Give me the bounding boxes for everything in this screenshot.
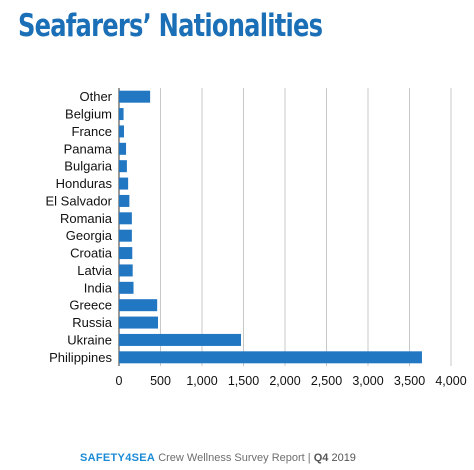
category-label: India [84,280,113,295]
x-tick-label: 0 [116,374,123,388]
report-period: Q4 [313,452,329,464]
category-label: Latvia [77,263,112,278]
x-tick-label: 500 [150,374,171,388]
category-label: Russia [72,315,113,330]
bar-croatia [119,247,133,260]
category-label: Romania [60,211,113,226]
bar-france [119,125,124,138]
category-label: Croatia [70,246,113,261]
bar-chart: Other Belgium France Panama Bulgaria Honduras… [46,88,467,388]
x-tick-label: 2,500 [311,374,342,388]
x-tick-label: 3,500 [394,374,425,388]
bar-bulgaria [119,160,127,173]
category-label: Ukraine [67,332,112,347]
x-tick-label: 1,500 [228,374,259,388]
category-label: Belgium [65,107,112,122]
category-label: Georgia [66,228,113,243]
category-label: France [72,124,112,139]
category-label: Other [79,89,112,104]
category-labels: Other Belgium France Panama Bulgaria Honduras… [46,89,113,365]
bar-el-salvador [119,194,130,207]
gridlines [118,88,452,366]
report-name: Crew Wellness Survey Report [158,452,305,464]
bar-romania [119,212,132,225]
bar-greece [119,299,158,312]
footer-separator: | [307,452,311,464]
bars [119,90,422,364]
category-label: Bulgaria [64,159,112,174]
x-tick-label: 2,000 [269,374,300,388]
chart-title: Seafarers’ Nationalities [18,8,323,44]
bar-honduras [119,177,129,190]
x-tick-label: 1,000 [186,374,217,388]
bar-panama [119,142,127,155]
bar-georgia [119,229,132,242]
bar-philippines [119,351,422,364]
report-footer: SAFETY4SEA Crew Wellness Survey Report |… [80,452,356,464]
report-year: 2019 [331,452,356,464]
x-tick-label: 3,000 [352,374,383,388]
x-axis: 0 500 1,000 1,500 2,000 2,500 3,000 3,500 4,000 [116,374,467,388]
bar-latvia [119,264,133,277]
brand-name: SAFETY4SEA [80,452,156,464]
bar-india [119,281,134,294]
bar-russia [119,316,159,329]
x-tick-label: 4,000 [435,374,466,388]
bar-ukraine [119,333,242,346]
category-label: Greece [69,298,112,313]
category-label: El Salvador [46,193,113,208]
bar-other [119,90,151,103]
category-label: Honduras [56,176,113,191]
bar-belgium [119,108,124,121]
category-label: Philippines [49,350,112,365]
category-label: Panama [64,141,113,156]
